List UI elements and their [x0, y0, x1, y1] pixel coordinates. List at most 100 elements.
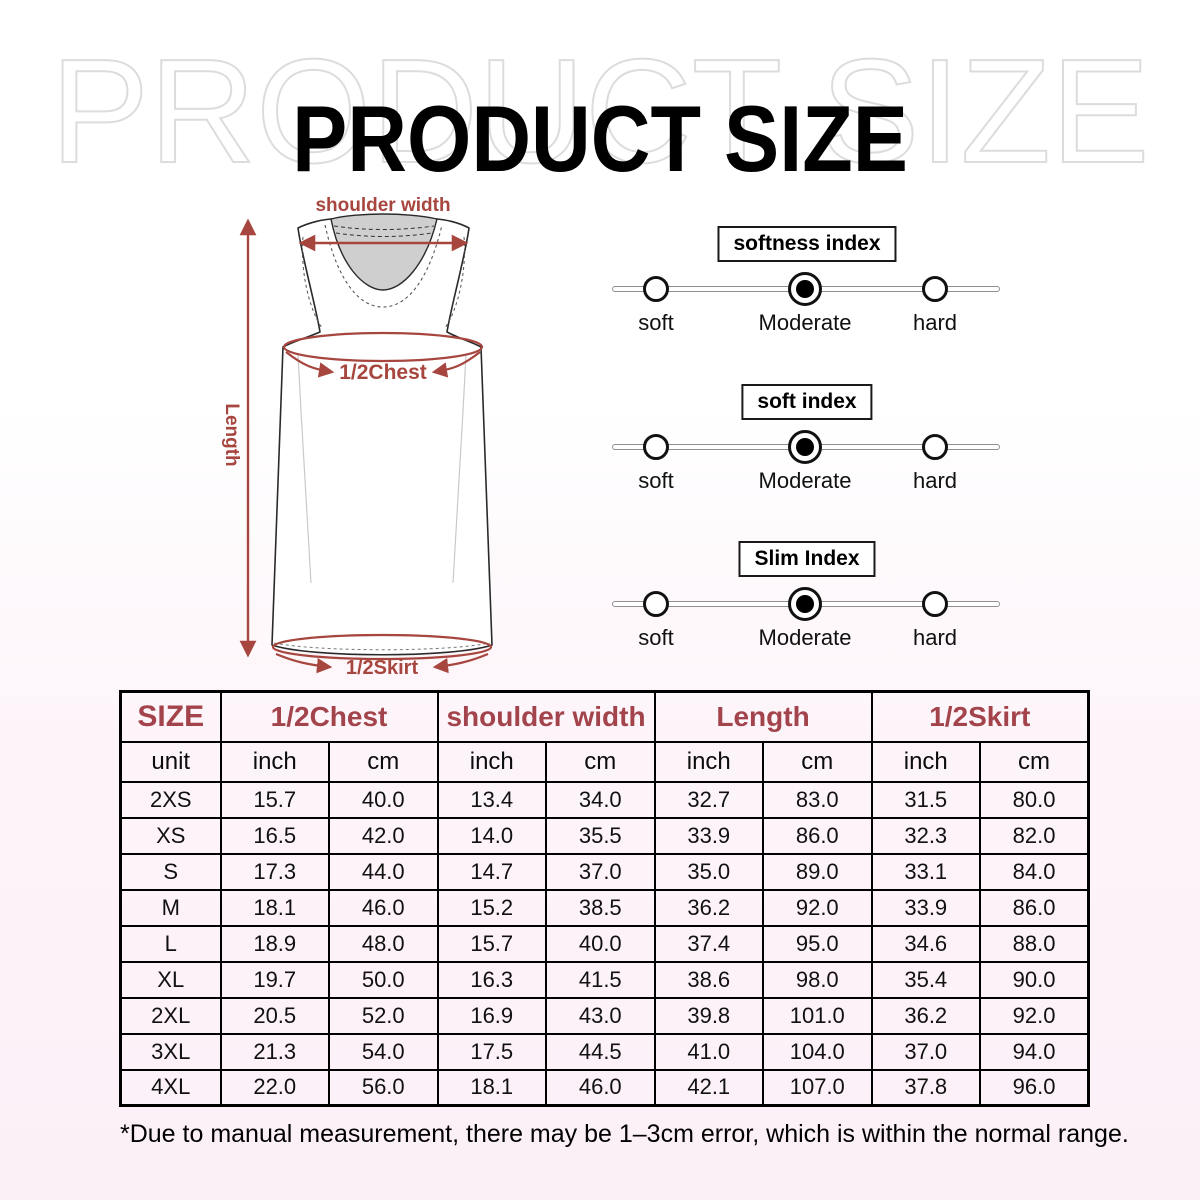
dress-diagram: shoulder width 1/2Chest 1/2Skirt Length — [221, 195, 493, 679]
soft-dot-soft — [643, 434, 669, 460]
measurement-cell: 14.7 — [436, 852, 547, 891]
measurement-cell: 17.5 — [436, 1032, 547, 1071]
shoulder-width-label: shoulder width — [315, 195, 450, 216]
drape-line-left — [297, 354, 312, 584]
slim-dot-hard — [922, 591, 948, 617]
measurement-cell: 40.0 — [328, 780, 439, 819]
unit-cell: inch — [219, 740, 330, 783]
neck-stitch-1 — [333, 225, 435, 230]
table-header-row: SIZE 1/2Chest shoulder width Length 1/2S… — [119, 690, 1090, 743]
unit-cell: inch — [436, 740, 547, 783]
measurement-cell: 54.0 — [328, 1032, 439, 1071]
size-label-cell: XS — [119, 816, 222, 855]
softness-index-group: softness index soft Moderate hard — [600, 226, 1012, 351]
slim-index-title: Slim Index — [738, 541, 876, 577]
soft-index-title: soft index — [741, 384, 873, 420]
soft-dot-moderate-selected — [788, 430, 822, 464]
neck-stitch-2 — [335, 232, 433, 237]
size-table-body: 2XS 15.7 40.0 13.4 34.0 32.7 83.0 31.5 80.0 XS 16.… — [119, 780, 1090, 1107]
measurement-cell: 38.6 — [653, 960, 765, 999]
measurement-cell: 43.0 — [545, 996, 656, 1035]
measurement-cell: 34.0 — [545, 780, 656, 819]
size-label-cell: S — [119, 852, 222, 891]
chest-arrow-left — [285, 351, 335, 378]
softness-dot-moderate-selected — [788, 272, 822, 306]
table-unit-row: unit inch cm inch cm inch cm inch cm — [119, 740, 1090, 783]
measurement-cell: 16.9 — [436, 996, 547, 1035]
size-label-cell: M — [119, 888, 222, 927]
unit-cell: cm — [762, 740, 873, 783]
measurement-cell: 16.5 — [219, 816, 330, 855]
slim-dot-moderate-selected — [788, 587, 822, 621]
soft-index-group: soft index soft Moderate hard — [600, 384, 1012, 509]
half-chest-label: 1/2Chest — [339, 361, 427, 384]
table-row: XS 16.5 42.0 14.0 35.5 33.9 86.0 32.3 82.0 — [119, 816, 1090, 855]
measurement-cell: 17.3 — [219, 852, 330, 891]
measurement-cell: 50.0 — [328, 960, 439, 999]
size-label-cell: 2XS — [119, 780, 222, 819]
table-row: S 17.3 44.0 14.7 37.0 35.0 89.0 33.1 84.0 — [119, 852, 1090, 891]
slim-tick-soft: soft — [638, 625, 674, 650]
softness-index-title: softness index — [717, 226, 897, 262]
measurement-cell: 35.5 — [545, 816, 656, 855]
measurement-cell: 37.8 — [870, 1068, 982, 1107]
measurement-cell: 37.0 — [870, 1032, 982, 1071]
softness-dot-soft — [643, 276, 669, 302]
slim-dot-soft — [643, 591, 669, 617]
slim-tick-hard: hard — [912, 625, 958, 650]
soft-tick-moderate: Moderate — [758, 468, 852, 493]
chest-measure-ellipse — [282, 331, 484, 363]
measurement-cell: 15.2 — [436, 888, 547, 927]
measurement-cell: 52.0 — [328, 996, 439, 1035]
softness-tick-soft: soft — [638, 310, 674, 335]
measurement-cell: 37.0 — [545, 852, 656, 891]
length-label: Length — [221, 403, 242, 466]
size-label-cell: XL — [119, 960, 222, 999]
drape-line-right — [452, 354, 467, 584]
measurement-cell: 42.1 — [653, 1068, 765, 1107]
measurement-cell: 40.0 — [545, 924, 656, 963]
measurement-cell: 13.4 — [436, 780, 547, 819]
measurement-cell: 22.0 — [219, 1068, 330, 1107]
measurement-cell: 92.0 — [979, 996, 1090, 1035]
size-label-cell: L — [119, 924, 222, 963]
outer-neckline-stitch — [324, 224, 443, 308]
measurement-cell: 35.4 — [870, 960, 982, 999]
measurement-cell: 33.9 — [870, 888, 982, 927]
measurement-cell: 48.0 — [328, 924, 439, 963]
chest-group-header: 1/2Chest — [219, 690, 439, 743]
measurement-note: *Due to manual measurement, there may be… — [120, 1120, 1129, 1148]
hem-stitch — [273, 642, 491, 651]
measurement-cell: 32.7 — [653, 780, 765, 819]
measurement-cell: 80.0 — [979, 780, 1090, 819]
softness-tick-moderate: Moderate — [758, 310, 852, 335]
measurement-cell: 46.0 — [545, 1068, 656, 1107]
table-row: L 18.9 48.0 15.7 40.0 37.4 95.0 34.6 88.0 — [119, 924, 1090, 963]
slim-index-group: Slim Index soft Moderate hard — [600, 541, 1012, 666]
measurement-cell: 46.0 — [328, 888, 439, 927]
softness-tick-hard: hard — [912, 310, 958, 335]
measurement-cell: 104.0 — [762, 1032, 873, 1071]
slim-tick-moderate: Moderate — [758, 625, 852, 650]
measurement-cell: 16.3 — [436, 960, 547, 999]
measurement-cell: 38.5 — [545, 888, 656, 927]
length-group-header: Length — [653, 690, 873, 743]
measurement-cell: 96.0 — [979, 1068, 1090, 1107]
size-label-cell: 3XL — [119, 1032, 222, 1071]
watermark-text: PRODUCT SIZE — [50, 29, 1149, 190]
measurement-cell: 95.0 — [762, 924, 873, 963]
measurement-cell: 20.5 — [219, 996, 330, 1035]
measurement-cell: 56.0 — [328, 1068, 439, 1107]
skirt-group-header: 1/2Skirt — [870, 690, 1090, 743]
measurement-cell: 31.5 — [870, 780, 982, 819]
measurement-cell: 86.0 — [979, 888, 1090, 927]
measurement-cell: 18.1 — [436, 1068, 547, 1107]
measurement-cell: 21.3 — [219, 1032, 330, 1071]
measurement-cell: 36.2 — [870, 996, 982, 1035]
measurement-cell: 86.0 — [762, 816, 873, 855]
table-row: 2XS 15.7 40.0 13.4 34.0 32.7 83.0 31.5 80.0 — [119, 780, 1090, 819]
measurement-cell: 34.6 — [870, 924, 982, 963]
softness-dot-hard — [922, 276, 948, 302]
measurement-cell: 39.8 — [653, 996, 765, 1035]
table-row: M 18.1 46.0 15.2 38.5 36.2 92.0 33.9 86.0 — [119, 888, 1090, 927]
